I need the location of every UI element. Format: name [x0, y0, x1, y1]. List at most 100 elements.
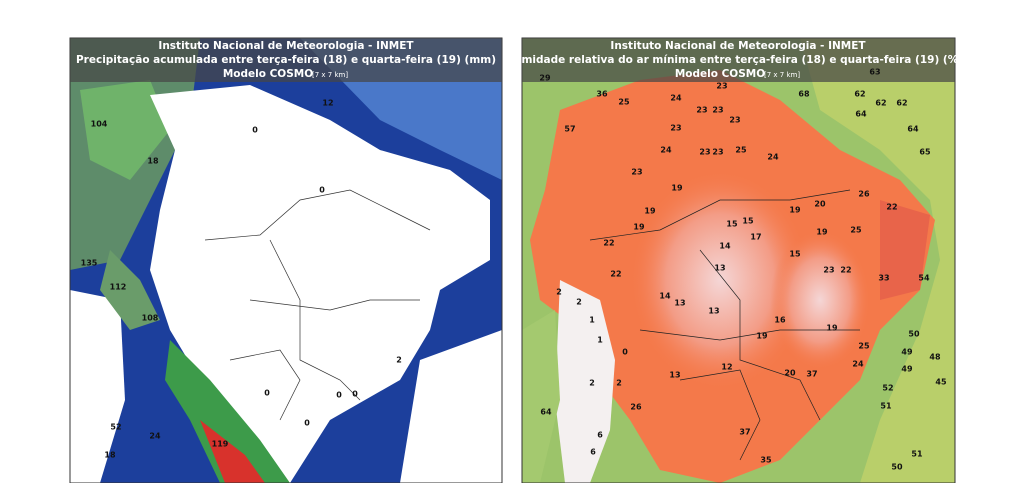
- map-value-label: 24: [670, 94, 682, 103]
- map-value-label: 26: [630, 403, 642, 412]
- map-value-label: 19: [826, 324, 838, 333]
- map-value-label: 48: [929, 353, 941, 362]
- map-value-label: 45: [935, 378, 947, 387]
- map-value-label: 22: [886, 203, 897, 212]
- map-value-label: 24: [767, 153, 779, 162]
- map-value-label: 33: [878, 274, 889, 283]
- map-value-label: 19: [644, 207, 656, 216]
- map-value-label: 23: [712, 106, 723, 115]
- map-value-label: 24: [660, 146, 672, 155]
- map-subtitle: Umidade relativa do ar mínima entre terç…: [513, 54, 963, 66]
- map-title: Instituto Nacional de Meteorologia - INM…: [610, 40, 866, 52]
- map-value-label: 16: [774, 316, 786, 325]
- map-value-label: 49: [901, 365, 913, 374]
- map-value-label: 104: [91, 120, 108, 129]
- map-value-label: 37: [739, 428, 750, 437]
- map-value-label: 63: [869, 68, 880, 77]
- map-value-label: 68: [798, 90, 810, 99]
- humidity-map: [522, 38, 955, 483]
- model-name: Modelo COSMO: [675, 68, 765, 80]
- map-value-label: 14: [659, 292, 671, 301]
- map-value-label: 51: [911, 450, 923, 459]
- map-value-label: 25: [735, 146, 747, 155]
- map-value-label: 25: [850, 226, 862, 235]
- map-value-label: 22: [840, 266, 851, 275]
- map-value-label: 23: [823, 266, 834, 275]
- map-value-label: 64: [540, 408, 552, 417]
- map-value-label: 2: [556, 288, 562, 297]
- map-value-label: 15: [726, 220, 738, 229]
- map-value-label: 52: [882, 384, 893, 393]
- map-value-label: 22: [610, 270, 621, 279]
- map-value-label: 112: [110, 283, 127, 292]
- map-value-label: 2: [396, 356, 402, 365]
- map-value-label: 0: [304, 419, 310, 428]
- map-value-label: 23: [712, 148, 723, 157]
- map-value-label: 6: [597, 431, 603, 440]
- map-value-label: 23: [699, 148, 710, 157]
- map-value-label: 23: [631, 168, 642, 177]
- map-value-label: 2: [616, 379, 622, 388]
- map-value-label: 0: [252, 126, 258, 135]
- title-band: [70, 38, 502, 82]
- map-value-label: 13: [669, 371, 680, 380]
- map-subtitle: Precipitação acumulada entre terça-feira…: [76, 54, 496, 66]
- map-value-label: 6: [590, 448, 596, 457]
- map-value-label: 23: [729, 116, 740, 125]
- map-value-label: 52: [110, 423, 121, 432]
- map-value-label: 15: [789, 250, 801, 259]
- map-value-label: 2: [589, 379, 595, 388]
- map-value-label: 57: [564, 125, 575, 134]
- map-value-label: 18: [147, 157, 159, 166]
- map-value-label: 17: [750, 233, 761, 242]
- map-value-label: 26: [858, 190, 870, 199]
- map-value-label: 18: [104, 451, 116, 460]
- map-value-label: 1: [597, 336, 603, 345]
- map-value-label: 29: [539, 74, 551, 83]
- map-value-label: 23: [670, 124, 681, 133]
- map-value-label: 0: [352, 390, 358, 399]
- title-band: [522, 38, 955, 82]
- map-value-label: 12: [322, 99, 333, 108]
- map-value-label: 0: [319, 186, 325, 195]
- map-value-label: 0: [336, 391, 342, 400]
- map-value-label: 23: [716, 82, 727, 91]
- map-value-label: 37: [806, 370, 817, 379]
- map-value-label: 65: [919, 148, 931, 157]
- map-value-label: 12: [721, 363, 732, 372]
- map-title: Instituto Nacional de Meteorologia - INM…: [158, 40, 414, 52]
- map-value-label: 1: [589, 316, 595, 325]
- model-name: Modelo COSMO: [223, 68, 313, 80]
- map-value-label: 14: [719, 242, 731, 251]
- map-value-label: 0: [622, 348, 628, 357]
- map-value-label: 51: [880, 402, 892, 411]
- map-value-label: 135: [81, 259, 98, 268]
- map-value-label: 13: [714, 264, 725, 273]
- map-value-label: 19: [756, 332, 768, 341]
- map-value-label: 119: [212, 440, 229, 449]
- map-value-label: 64: [907, 125, 919, 134]
- map-value-label: 50: [908, 330, 920, 339]
- map-value-label: 20: [784, 369, 796, 378]
- map-value-label: 2: [576, 298, 582, 307]
- map-value-label: 13: [708, 307, 719, 316]
- map-value-label: 24: [852, 360, 864, 369]
- map-value-label: 50: [891, 463, 903, 472]
- map-value-label: 15: [742, 217, 754, 226]
- map-value-label: 64: [855, 110, 867, 119]
- map-value-label: 20: [814, 200, 826, 209]
- map-value-label: 49: [901, 348, 913, 357]
- map-value-label: 54: [918, 274, 930, 283]
- map-value-label: 25: [858, 342, 870, 351]
- map-value-label: 62: [896, 99, 907, 108]
- map-value-label: 0: [264, 389, 270, 398]
- map-value-label: 25: [618, 98, 630, 107]
- map-value-label: 62: [875, 99, 886, 108]
- map-value-label: 36: [596, 90, 608, 99]
- precipitation-map: [70, 38, 502, 483]
- map-value-label: 35: [760, 456, 772, 465]
- map-value-label: 62: [854, 90, 865, 99]
